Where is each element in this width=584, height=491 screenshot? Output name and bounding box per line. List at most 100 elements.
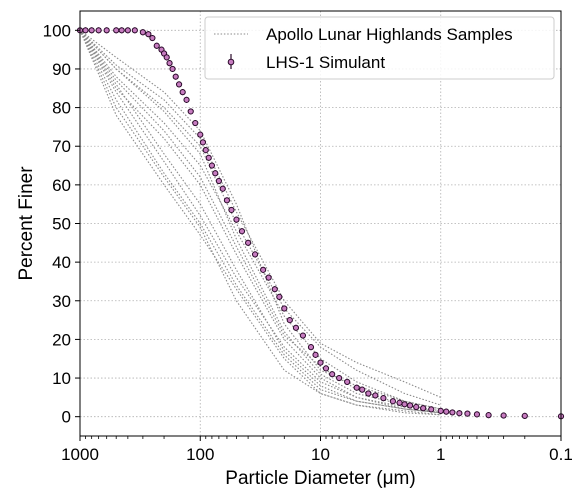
x-tick-label: 100 [186,445,214,464]
lhs1-data-point [205,154,212,161]
y-tick-label: 90 [52,60,71,79]
lhs1-data-point [389,398,396,405]
lhs1-data-point [88,27,95,34]
apollo-series-lines [79,29,442,416]
lhs1-data-point [153,42,160,49]
lhs1-data-point [292,324,300,331]
lhs1-data-point [344,378,351,386]
lhs1-data-point [260,266,267,273]
lhs1-data-point [172,73,179,80]
lhs1-data-point [163,54,170,61]
lhs1-data-point [183,96,190,103]
y-axis-title: Percent Finer [16,166,37,281]
apollo-sample-curve [79,29,441,414]
lhs1-series-points [76,27,565,420]
y-tick-label: 80 [52,99,71,118]
apollo-sample-curve [79,29,441,412]
lhs1-data-point [396,399,403,406]
legend-box [204,16,555,80]
lhs1-data-point [500,412,507,419]
x-axis-ticks: 1000 100 10 1 0.1 [61,436,573,464]
lhs1-data-point [437,407,444,414]
lhs1-data-point [197,131,204,138]
apollo-sample-curve [79,29,441,410]
lhs1-data-point [145,31,152,38]
lhs1-data-point [307,344,315,351]
lhs1-data-point [95,27,102,34]
lhs1-data-point [420,405,427,412]
lhs1-data-point [329,371,336,378]
lhs1-data-point [281,305,288,312]
lhs1-data-point [359,386,366,393]
lhs1-data-point [372,392,379,399]
lhs1-data-point [380,395,387,402]
lhs1-data-point [406,402,414,409]
lhs1-data-point [166,60,173,67]
lhs1-data-point [521,412,528,420]
y-tick-label: 30 [52,292,71,311]
apollo-sample-curve [79,29,441,414]
apollo-sample-curve [79,30,441,416]
legend-lhs1-label: LHS-1 Simulant [266,53,385,72]
lhs1-data-point [131,27,138,34]
lhs1-data-point [212,170,219,177]
lhs1-data-point [215,177,222,185]
lhs1-data-point [199,139,207,146]
lhs1-data-point [401,401,408,408]
lhs1-data-point [228,206,235,214]
apollo-sample-curve [79,30,441,414]
apollo-sample-curve [79,29,442,398]
lhs1-data-point [312,351,319,358]
apollo-sample-curve [79,29,441,406]
lhs1-data-point [233,216,240,223]
lhs1-data-point [286,316,293,324]
lhs1-data-point [271,286,278,293]
lhs1-data-point [485,412,492,419]
lhs1-data-point [322,365,330,372]
lhs1-data-point [336,374,343,382]
lhs1-data-point [149,34,156,42]
x-tick-label: 1 [436,445,445,464]
y-tick-label: 70 [52,137,71,156]
lhs1-data-point [251,251,259,258]
lhs1-data-point [208,162,216,169]
lhs1-data-point [187,108,194,115]
x-tick-label: 0.1 [549,445,573,464]
lhs1-data-point [124,27,131,34]
lhs1-data-point [175,81,183,88]
lhs1-data-point [353,384,360,391]
lhs1-data-point [245,239,252,246]
y-axis-ticks: 0 10 20 30 40 50 60 70 80 90 100 [43,21,80,427]
lhs1-data-point [449,409,456,416]
apollo-sample-curve [79,30,441,414]
lhs1-data-point [169,65,176,73]
lhs1-data-point [276,293,283,301]
lhs1-data-point [443,408,450,415]
lhs1-data-point [103,27,110,34]
x-axis-title: Particle Diameter (μm) [225,468,415,489]
apollo-sample-curve [79,30,441,416]
y-tick-label: 20 [52,330,71,349]
lhs1-data-point [413,403,420,411]
apollo-sample-curve [79,30,441,414]
apollo-sample-curve [79,29,441,410]
legend: Apollo Lunar Highlands Samples LHS-1 Sim… [204,16,555,80]
legend-apollo-label: Apollo Lunar Highlands Samples [266,25,513,44]
lhs1-data-point [202,146,209,154]
lhs1-data-point [265,274,272,281]
lhs1-data-point [464,410,471,417]
y-tick-label: 10 [52,369,71,388]
lhs1-data-point [179,89,186,96]
lhs1-data-point [365,390,372,397]
y-tick-label: 60 [52,176,71,195]
lhs1-data-point [456,410,463,417]
lhs1-data-point [299,332,307,339]
lhs1-data-point [219,185,226,192]
lhs1-data-point [139,29,146,36]
lhs1-data-point [473,411,481,418]
y-tick-label: 50 [52,215,71,234]
y-tick-label: 0 [62,408,71,427]
lhs1-data-point [238,228,246,235]
x-tick-label: 10 [311,445,330,464]
